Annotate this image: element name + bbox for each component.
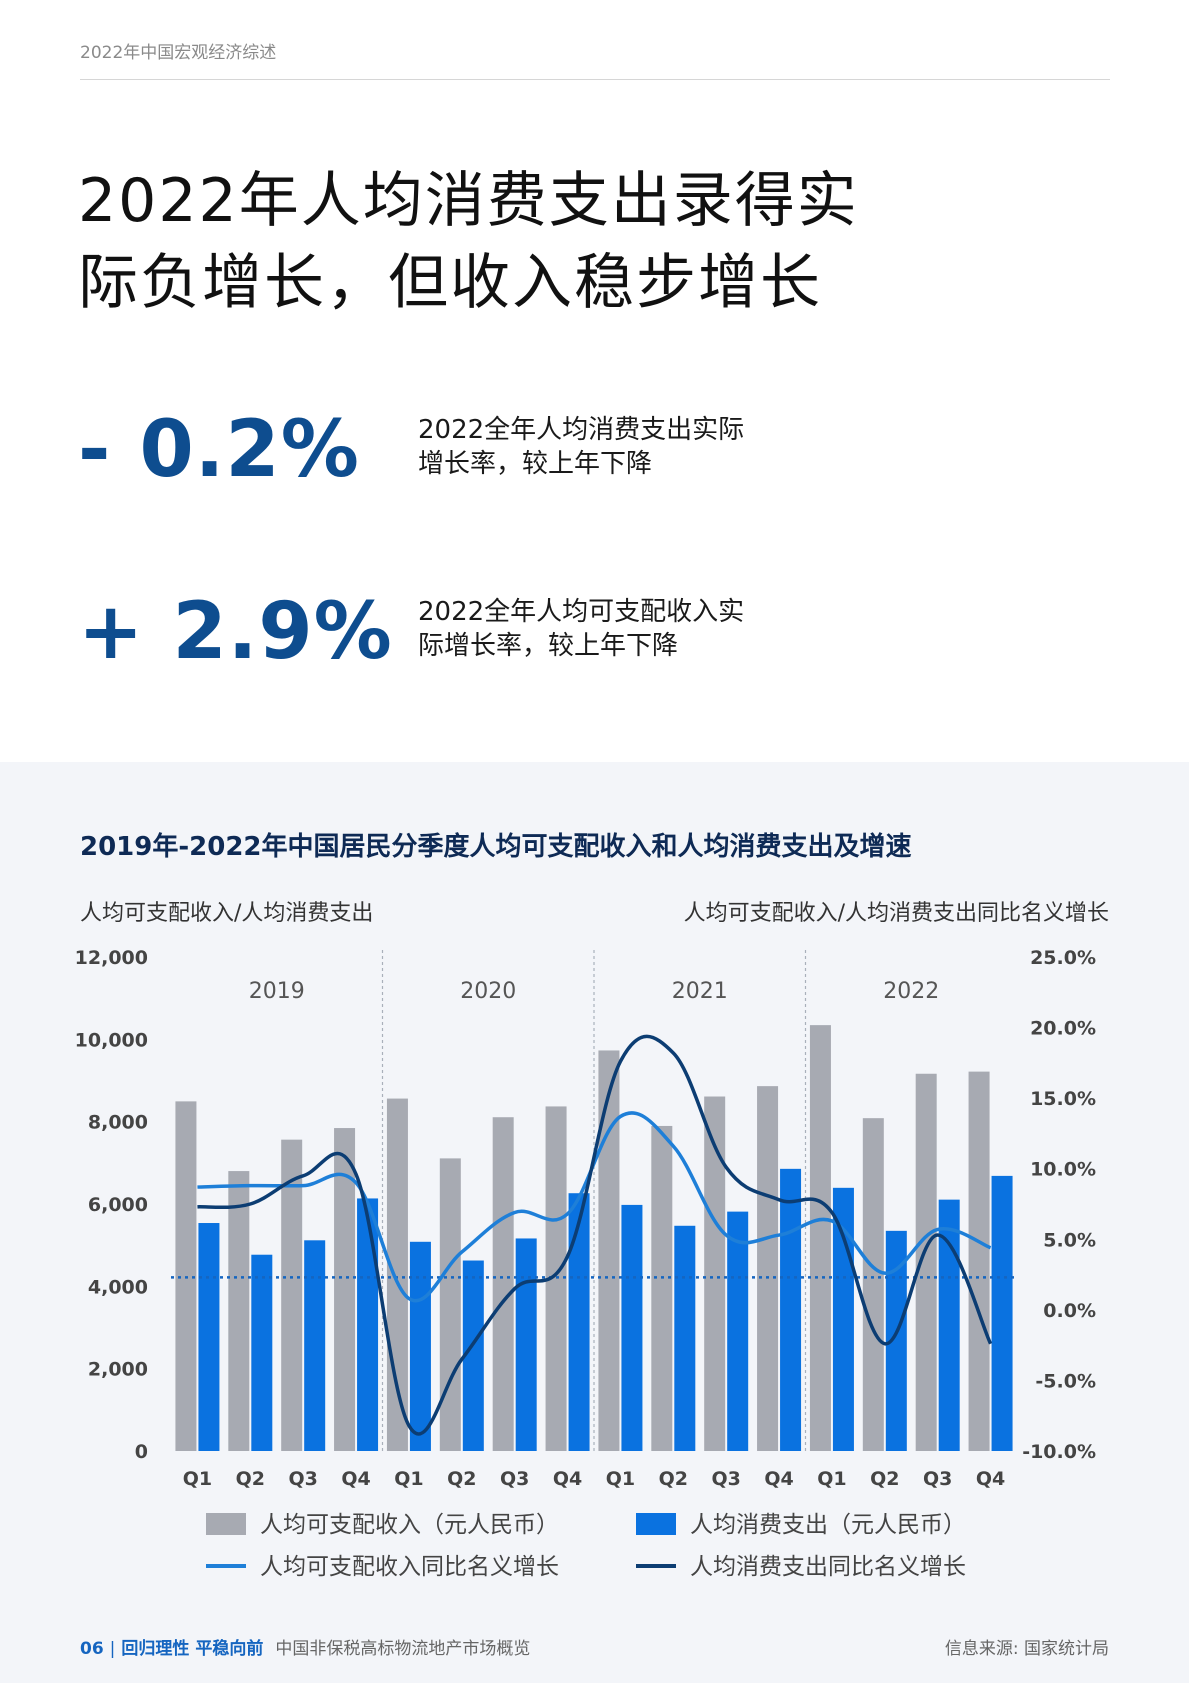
income-bar (968, 1071, 990, 1451)
income-bar (651, 1125, 673, 1451)
income-bar (809, 1025, 831, 1451)
left-axis-label: 人均可支配收入/人均消费支出 (80, 901, 374, 926)
left-tick-label: 12,000 (75, 947, 148, 969)
consumption-bar (198, 1223, 220, 1451)
consumption-bar (991, 1175, 1013, 1451)
stat-desc-income: 2022全年人均可支配收入实 际增长率，较上年下降 (418, 595, 778, 663)
income-bar (439, 1158, 461, 1451)
right-tick-label: 10.0% (1030, 1159, 1096, 1181)
x-tick-label: Q4 (976, 1468, 1005, 1490)
right-tick-label: -10.0% (1022, 1441, 1096, 1463)
consumption-bar (304, 1240, 326, 1451)
stat-desc-consumption-line1: 2022全年人均消费支出实际 (418, 415, 745, 445)
x-tick-label: Q1 (394, 1468, 423, 1490)
year-label: 2020 (460, 979, 516, 1004)
income-bar (281, 1139, 303, 1451)
left-tick-label: 10,000 (75, 1029, 148, 1051)
page-title: 2022年人均消费支出录得实 际负增长，但收入稳步增长 (78, 160, 859, 324)
income-bar (228, 1171, 250, 1451)
right-tick-label: 5.0% (1043, 1229, 1096, 1251)
page-number: 06 (80, 1639, 104, 1659)
right-tick-label: -5.0% (1035, 1370, 1096, 1392)
footer-report-name: 中国非保税高标物流地产市场概览 (275, 1639, 531, 1659)
chart-title: 2019年-2022年中国居民分季度人均可支配收入和人均消费支出及增速 (80, 832, 912, 862)
consumption-bar (727, 1211, 749, 1451)
x-tick-label: Q2 (659, 1468, 688, 1490)
consumption-bar (780, 1168, 802, 1451)
x-tick-label: Q4 (764, 1468, 793, 1490)
stat-desc-consumption-line2: 增长率，较上年下降 (418, 449, 653, 479)
left-tick-label: 8,000 (88, 1112, 148, 1134)
x-tick-label: Q2 (447, 1468, 476, 1490)
income-bar (334, 1128, 356, 1451)
footer-separator: | (109, 1639, 116, 1659)
consumption-bar (938, 1199, 960, 1451)
left-tick-label: 0 (135, 1441, 148, 1463)
left-tick-label: 2,000 (88, 1359, 148, 1381)
x-tick-label: Q2 (870, 1468, 899, 1490)
legend-consumption-bar-label: 人均消费支出（元人民币） (690, 1512, 966, 1538)
legend-income-bar-swatch (206, 1513, 246, 1535)
income-bar (492, 1117, 514, 1451)
consumption-bar (674, 1225, 696, 1451)
legend-consumption-line-label: 人均消费支出同比名义增长 (690, 1554, 966, 1580)
income-bar (386, 1098, 408, 1451)
consumption-bar (568, 1193, 590, 1451)
consumption-bar (409, 1241, 431, 1451)
stat-desc-income-line2: 际增长率，较上年下降 (418, 631, 679, 661)
year-label: 2019 (249, 979, 305, 1004)
x-tick-label: Q4 (341, 1468, 370, 1490)
left-tick-label: 4,000 (88, 1276, 148, 1298)
x-tick-label: Q3 (500, 1468, 529, 1490)
income-bar (757, 1086, 779, 1451)
x-tick-label: Q3 (712, 1468, 741, 1490)
x-tick-label: Q4 (553, 1468, 582, 1490)
consumption-bar (515, 1238, 537, 1451)
right-axis-label: 人均可支配收入/人均消费支出同比名义增长 (683, 901, 1109, 926)
x-tick-label: Q1 (817, 1468, 846, 1490)
legend-income-line-label: 人均可支配收入同比名义增长 (260, 1554, 559, 1580)
income-bar (704, 1096, 726, 1451)
x-tick-label: Q3 (289, 1468, 318, 1490)
right-tick-label: 20.0% (1030, 1018, 1096, 1040)
income-bar (915, 1073, 937, 1451)
footer-left: 06 | 回归理性 平稳向前 中国非保税高标物流地产市场概览 (80, 1634, 530, 1659)
x-tick-label: Q3 (923, 1468, 952, 1490)
stat-value-income: + 2.9% (78, 587, 393, 677)
year-label: 2022 (883, 979, 939, 1004)
consumption-bar (357, 1198, 379, 1451)
income-bar (545, 1106, 567, 1451)
x-tick-label: Q2 (236, 1468, 265, 1490)
consumption-bar (462, 1260, 484, 1451)
income-consumption-chart: 12,000 10,000 8,000 6,000 4,000 2,000 0 25.0% 20… (75, 947, 1096, 1580)
legend-income-bar-label: 人均可支配收入（元人民币） (260, 1512, 559, 1538)
consumption-bar (251, 1254, 273, 1451)
stat-desc-income-line1: 2022全年人均可支配收入实 (418, 597, 745, 627)
right-tick-label: 25.0% (1030, 947, 1096, 969)
title-line-1: 2022年人均消费支出录得实 (78, 166, 859, 236)
consumption-bar (885, 1230, 907, 1451)
footer-source: 信息来源: 国家统计局 (944, 1639, 1109, 1659)
legend-consumption-bar-swatch (636, 1513, 676, 1535)
left-tick-label: 6,000 (88, 1194, 148, 1216)
stat-value-consumption: - 0.2% (78, 405, 360, 495)
right-tick-label: 15.0% (1030, 1088, 1096, 1110)
header-text: 2022年中国宏观经济综述 (80, 43, 277, 63)
header-divider (80, 79, 1110, 80)
consumption-growth-line (197, 1034, 993, 1436)
right-tick-label: 0.0% (1043, 1300, 1096, 1322)
title-line-2: 际负增长，但收入稳步增长 (78, 248, 822, 318)
stat-desc-consumption: 2022全年人均消费支出实际 增长率，较上年下降 (418, 413, 778, 481)
x-tick-label: Q1 (183, 1468, 212, 1490)
year-label: 2021 (672, 979, 728, 1004)
consumption-bar (621, 1204, 643, 1451)
income-bar (862, 1118, 884, 1451)
footer-tagline: 回归理性 平稳向前 (121, 1639, 264, 1659)
income-bar (598, 1050, 620, 1451)
x-tick-label: Q1 (606, 1468, 635, 1490)
